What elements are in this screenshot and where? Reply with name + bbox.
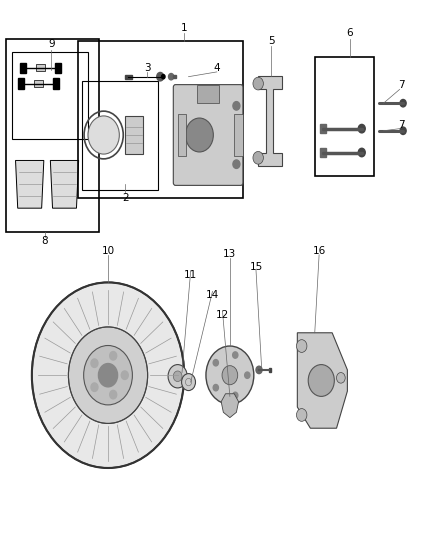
Polygon shape (258, 76, 282, 166)
Text: 10: 10 (102, 246, 115, 256)
Text: 2: 2 (122, 192, 129, 203)
Circle shape (297, 409, 307, 421)
Bar (197, 85, 219, 103)
Circle shape (88, 116, 119, 154)
Circle shape (157, 72, 164, 81)
Circle shape (173, 371, 182, 382)
Text: 5: 5 (268, 36, 275, 46)
Bar (125, 116, 143, 154)
Bar (12, 52, 88, 139)
Circle shape (68, 327, 148, 423)
Circle shape (358, 148, 365, 157)
Bar (125, 75, 132, 79)
Bar (234, 114, 243, 156)
Bar (78, 41, 243, 198)
Circle shape (162, 75, 165, 79)
Bar (321, 124, 325, 133)
Bar (268, 368, 271, 372)
Text: 15: 15 (249, 262, 263, 271)
Text: 11: 11 (184, 270, 198, 280)
Text: 3: 3 (144, 63, 151, 72)
Bar (315, 57, 374, 176)
Circle shape (84, 345, 132, 405)
Text: 8: 8 (42, 236, 48, 246)
Text: 12: 12 (216, 310, 229, 320)
FancyBboxPatch shape (173, 85, 243, 185)
Text: 1: 1 (181, 23, 187, 33)
Circle shape (168, 365, 187, 388)
Bar (53, 78, 59, 88)
Circle shape (99, 364, 117, 387)
Text: 4: 4 (213, 63, 220, 72)
Circle shape (222, 366, 238, 385)
Bar (36, 64, 45, 71)
Circle shape (213, 360, 219, 366)
Text: 7: 7 (399, 80, 405, 90)
Circle shape (91, 383, 98, 391)
Circle shape (110, 352, 117, 360)
Circle shape (185, 118, 213, 152)
Polygon shape (15, 160, 44, 208)
Polygon shape (50, 160, 79, 208)
Bar (55, 62, 61, 73)
Bar (173, 75, 177, 78)
Circle shape (358, 124, 365, 133)
Circle shape (400, 127, 406, 134)
Text: 7: 7 (399, 120, 405, 130)
Circle shape (245, 372, 250, 378)
Text: 16: 16 (312, 246, 326, 256)
Text: 14: 14 (206, 290, 219, 300)
Circle shape (233, 392, 238, 399)
Circle shape (213, 384, 219, 391)
Circle shape (400, 100, 406, 107)
Polygon shape (297, 333, 347, 428)
Circle shape (297, 340, 307, 352)
Polygon shape (221, 394, 239, 418)
Bar (178, 114, 186, 156)
Circle shape (110, 390, 117, 399)
Circle shape (256, 366, 262, 374)
Text: 9: 9 (48, 39, 55, 49)
Circle shape (336, 373, 345, 383)
Circle shape (182, 374, 195, 391)
Circle shape (32, 282, 184, 468)
Bar (18, 78, 24, 88)
Circle shape (206, 346, 254, 405)
Bar (321, 148, 325, 157)
Bar (34, 80, 42, 87)
Circle shape (91, 359, 98, 367)
Text: 13: 13 (223, 249, 237, 259)
Bar (82, 81, 158, 190)
Circle shape (308, 365, 334, 397)
Bar (6, 38, 99, 232)
Circle shape (233, 160, 240, 168)
Bar (20, 62, 26, 73)
Circle shape (233, 352, 238, 358)
Circle shape (253, 151, 263, 164)
Circle shape (169, 74, 174, 80)
Circle shape (121, 371, 128, 379)
Circle shape (253, 77, 263, 90)
Text: 6: 6 (346, 28, 353, 38)
Circle shape (233, 102, 240, 110)
